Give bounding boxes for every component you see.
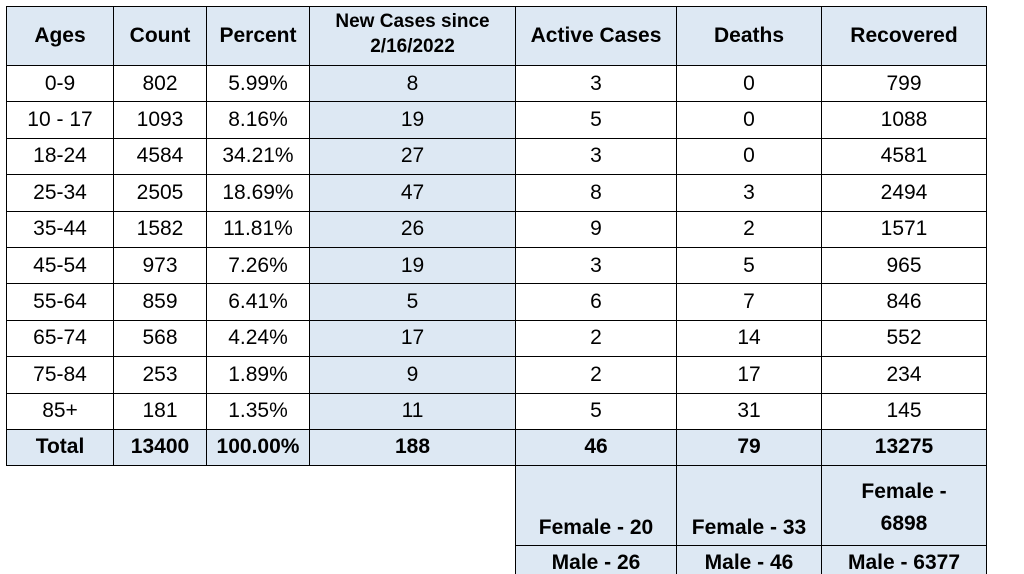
cell-count: 973 bbox=[114, 247, 207, 285]
cell-age-group: 35-44 bbox=[6, 211, 114, 248]
cell-active-cases: 6 bbox=[516, 284, 677, 321]
cell-percent: 18.69% bbox=[207, 175, 310, 212]
cell-age-group: 25-34 bbox=[6, 175, 114, 212]
female-active-cases: Female - 20 bbox=[516, 465, 677, 546]
cell-new-cases: 17 bbox=[310, 320, 516, 358]
cell-count: 1093 bbox=[114, 102, 207, 139]
cell-count: 253 bbox=[114, 357, 207, 394]
cell-age-group: 18-24 bbox=[6, 138, 114, 176]
cell-recovered: 4581 bbox=[822, 138, 987, 176]
cell-count: 859 bbox=[114, 284, 207, 321]
cell-deaths: 17 bbox=[677, 357, 822, 394]
cell-deaths: 3 bbox=[677, 175, 822, 212]
column-header-percent: Percent bbox=[207, 6, 310, 66]
column-header-new-cases: New Cases since 2/16/2022 bbox=[310, 6, 516, 66]
cell-new-cases: 19 bbox=[310, 247, 516, 285]
cell-recovered: 799 bbox=[822, 66, 987, 103]
total-recovered: 13275 bbox=[822, 429, 987, 466]
cell-active-cases: 5 bbox=[516, 393, 677, 430]
cell-new-cases: 26 bbox=[310, 211, 516, 248]
cell-percent: 1.35% bbox=[207, 393, 310, 430]
total-active-cases: 46 bbox=[516, 429, 677, 466]
cell-active-cases: 3 bbox=[516, 247, 677, 285]
cell-percent: 8.16% bbox=[207, 102, 310, 139]
cell-age-group: 0-9 bbox=[6, 66, 114, 103]
cell-deaths: 14 bbox=[677, 320, 822, 358]
cell-active-cases: 5 bbox=[516, 102, 677, 139]
cell-count: 802 bbox=[114, 66, 207, 103]
cell-active-cases: 3 bbox=[516, 66, 677, 103]
cell-count: 568 bbox=[114, 320, 207, 358]
total-row-label: Total bbox=[6, 429, 114, 466]
cell-new-cases: 11 bbox=[310, 393, 516, 430]
cell-new-cases: 19 bbox=[310, 102, 516, 139]
column-header-count: Count bbox=[114, 6, 207, 66]
column-header-deaths: Deaths bbox=[677, 6, 822, 66]
cell-age-group: 65-74 bbox=[6, 320, 114, 358]
cell-recovered: 2494 bbox=[822, 175, 987, 212]
cell-count: 181 bbox=[114, 393, 207, 430]
cell-deaths: 0 bbox=[677, 102, 822, 139]
female-deaths: Female - 33 bbox=[677, 465, 822, 546]
cell-count: 4584 bbox=[114, 138, 207, 176]
blank-spacer bbox=[6, 545, 516, 574]
total-deaths: 79 bbox=[677, 429, 822, 466]
cell-percent: 5.99% bbox=[207, 66, 310, 103]
cell-deaths: 2 bbox=[677, 211, 822, 248]
female-recovered: Female - 6898 bbox=[822, 465, 987, 546]
column-header-active-cases: Active Cases bbox=[516, 6, 677, 66]
cell-percent: 7.26% bbox=[207, 247, 310, 285]
total-count: 13400 bbox=[114, 429, 207, 466]
cell-new-cases: 47 bbox=[310, 175, 516, 212]
cell-deaths: 0 bbox=[677, 138, 822, 176]
cell-deaths: 5 bbox=[677, 247, 822, 285]
cell-recovered: 145 bbox=[822, 393, 987, 430]
cell-recovered: 552 bbox=[822, 320, 987, 358]
cell-age-group: 55-64 bbox=[6, 284, 114, 321]
cell-percent: 4.24% bbox=[207, 320, 310, 358]
cell-recovered: 1088 bbox=[822, 102, 987, 139]
cell-deaths: 0 bbox=[677, 66, 822, 103]
column-header-recovered: Recovered bbox=[822, 6, 987, 66]
age-breakdown-table: Ages Count Percent New Cases since 2/16/… bbox=[6, 6, 988, 574]
cell-percent: 34.21% bbox=[207, 138, 310, 176]
cell-new-cases: 27 bbox=[310, 138, 516, 176]
cell-deaths: 7 bbox=[677, 284, 822, 321]
cell-active-cases: 8 bbox=[516, 175, 677, 212]
column-header-ages: Ages bbox=[6, 6, 114, 66]
cell-recovered: 846 bbox=[822, 284, 987, 321]
cell-active-cases: 3 bbox=[516, 138, 677, 176]
cell-recovered: 965 bbox=[822, 247, 987, 285]
cell-percent: 6.41% bbox=[207, 284, 310, 321]
male-recovered: Male - 6377 bbox=[822, 545, 987, 574]
cell-age-group: 75-84 bbox=[6, 357, 114, 394]
cell-count: 2505 bbox=[114, 175, 207, 212]
cell-recovered: 1571 bbox=[822, 211, 987, 248]
male-deaths: Male - 46 bbox=[677, 545, 822, 574]
cell-new-cases: 9 bbox=[310, 357, 516, 394]
cell-recovered: 234 bbox=[822, 357, 987, 394]
cell-deaths: 31 bbox=[677, 393, 822, 430]
cell-percent: 11.81% bbox=[207, 211, 310, 248]
total-new-cases: 188 bbox=[310, 429, 516, 466]
blank-spacer bbox=[6, 465, 516, 546]
cell-active-cases: 2 bbox=[516, 357, 677, 394]
cell-active-cases: 9 bbox=[516, 211, 677, 248]
cell-age-group: 10 - 17 bbox=[6, 102, 114, 139]
cell-count: 1582 bbox=[114, 211, 207, 248]
cell-percent: 1.89% bbox=[207, 357, 310, 394]
cell-active-cases: 2 bbox=[516, 320, 677, 358]
cell-age-group: 45-54 bbox=[6, 247, 114, 285]
total-percent: 100.00% bbox=[207, 429, 310, 466]
male-active-cases: Male - 26 bbox=[516, 545, 677, 574]
cell-new-cases: 8 bbox=[310, 66, 516, 103]
cell-new-cases: 5 bbox=[310, 284, 516, 321]
cell-age-group: 85+ bbox=[6, 393, 114, 430]
